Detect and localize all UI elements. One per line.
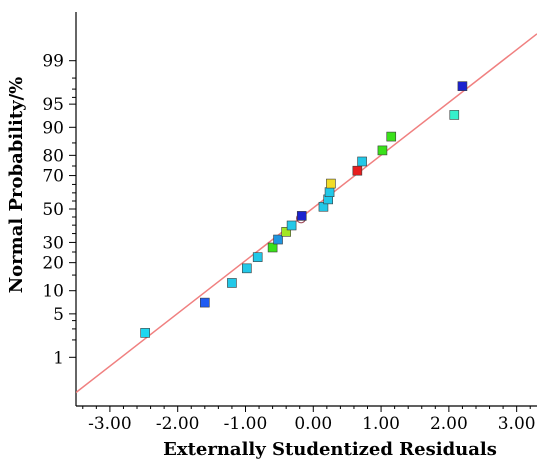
- y-tick-label: 20: [42, 254, 64, 274]
- y-tick-label: 70: [42, 167, 64, 187]
- data-point: [281, 227, 291, 237]
- x-tick-label: 2.00: [430, 414, 468, 434]
- y-tick-label: 1: [53, 348, 64, 368]
- x-axis-label: Externally Studentized Residuals: [163, 439, 497, 460]
- data-point: [252, 252, 263, 262]
- data-point: [386, 131, 397, 142]
- x-tick-label: 3.00: [498, 414, 536, 434]
- y-tick-label: 90: [42, 118, 64, 138]
- x-tick-label: 0.00: [294, 414, 332, 434]
- x-tick-label: -3.00: [88, 414, 132, 434]
- data-points-layer: [140, 81, 468, 338]
- x-tick-label: -2.00: [156, 414, 200, 434]
- x-tick-label: -1.00: [224, 414, 268, 434]
- data-point: [449, 110, 460, 120]
- data-point: [140, 328, 150, 338]
- data-point: [200, 297, 210, 308]
- y-tick-label: 5: [53, 305, 64, 325]
- data-point: [324, 187, 335, 197]
- x-axis-ticks: -3.00 -2.00 -1.00 0.00 1.00 2.00 3.00: [82, 406, 536, 434]
- x-tick-label: 1.00: [362, 414, 400, 434]
- data-point: [286, 220, 297, 231]
- data-point: [273, 234, 283, 245]
- data-point: [357, 156, 367, 167]
- data-point: [457, 81, 468, 91]
- y-tick-label: 99: [42, 52, 64, 72]
- data-point: [352, 165, 363, 176]
- y-axis-label: Normal Probability/%: [6, 77, 27, 294]
- data-point: [326, 178, 336, 189]
- y-tick-label: 80: [42, 146, 64, 166]
- data-point: [377, 145, 388, 156]
- data-point: [296, 211, 307, 221]
- data-point: [242, 263, 252, 274]
- data-point: [227, 278, 237, 288]
- y-tick-label: 10: [42, 282, 64, 302]
- y-tick-label: 95: [42, 95, 64, 115]
- plot-frame: [75, 12, 537, 407]
- y-tick-label: 30: [42, 233, 64, 253]
- y-tick-label: 50: [42, 200, 64, 220]
- data-point: [267, 242, 278, 253]
